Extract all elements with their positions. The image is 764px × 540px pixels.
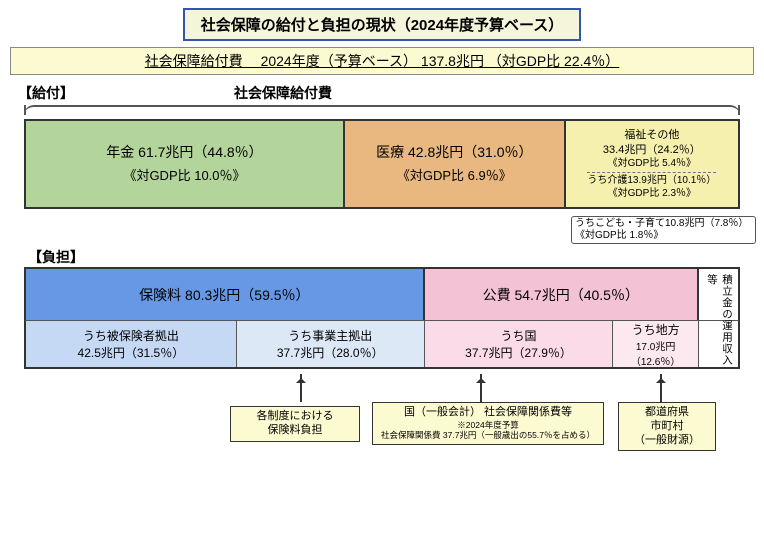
burden-sub-row: うち被保険者拠出 42.5兆円（31.5％） うち事業主拠出 37.7兆円（28… <box>24 321 740 369</box>
arrow-2 <box>480 374 482 402</box>
welfare-line5: 《対GDP比 2.3％》 <box>608 187 696 200</box>
callout-line2: 《対GDP比 1.8％》 <box>575 230 752 242</box>
benefit-medical: 医療 42.8兆円（31.0％） 《対GDP比 6.9％》 <box>345 121 566 207</box>
employer-l2: 37.7兆円（28.0％） <box>277 344 384 361</box>
page-title: 社会保障の給付と負担の現状（2024年度予算ベース） <box>183 8 582 41</box>
arrow-1 <box>300 374 302 402</box>
pension-line1: 年金 61.7兆円（44.8％） <box>106 143 262 161</box>
reserve-vertical-label: 積立金の運用収入等 <box>705 274 735 370</box>
note1-l2: 保険料負担 <box>237 424 353 438</box>
benefit-welfare: 福祉その他 33.4兆円（24.2％） 《対GDP比 5.4％》 うち介護13.… <box>566 121 738 207</box>
note-1: 各制度における 保険料負担 <box>230 406 360 442</box>
medical-line2: 《対GDP比 6.9％》 <box>397 168 512 185</box>
note3-l1: 都道府県 <box>625 406 709 420</box>
national-l2: 37.7兆円（27.9％） <box>465 344 572 361</box>
callout-line1: うちこども・子育て10.8兆円（7.8％） <box>575 218 752 230</box>
employer-l1: うち事業主拠出 <box>288 327 372 344</box>
welfare-line3: 《対GDP比 5.4％》 <box>608 157 696 170</box>
local-l3: （12.6％） <box>631 353 680 368</box>
welfare-line1: 福祉その他 <box>624 128 679 142</box>
local-l2: 17.0兆円 <box>636 338 675 353</box>
note1-l1: 各制度における <box>237 410 353 424</box>
note2-l3: 社会保障関係費 37.7兆円（一般歳出の55.7％を占める） <box>379 430 597 441</box>
note-2: 国（一般会計） 社会保障関係費等 ※2024年度予算 社会保障関係費 37.7兆… <box>372 402 604 445</box>
benefit-row: 年金 61.7兆円（44.8％） 《対GDP比 10.0％》 医療 42.8兆円… <box>24 119 740 209</box>
insurance-label: 保険料 80.3兆円（59.5％） <box>139 285 309 305</box>
national-l1: うち国 <box>501 327 537 344</box>
note3-l3: （一般財源） <box>625 434 709 448</box>
benefit-pension: 年金 61.7兆円（44.8％） 《対GDP比 10.0％》 <box>26 121 345 207</box>
burden-public: 公費 54.7兆円（40.5％） <box>425 269 699 320</box>
welfare-line2: 33.4兆円（24.2％） <box>603 143 701 157</box>
benefit-center-label: 社会保障給付費 <box>234 83 332 103</box>
insured-l2: 42.5兆円（31.5％） <box>78 344 185 361</box>
sub-insured: うち被保険者拠出 42.5兆円（31.5％） <box>26 321 237 367</box>
welfare-line4: うち介護13.9兆円（10.1％） <box>587 172 716 187</box>
benefit-section-label: 【給付】 <box>18 83 74 103</box>
benefit-header: 【給付】 社会保障給付費 <box>0 83 764 103</box>
note2-l1: 国（一般会計） 社会保障関係費等 <box>379 406 597 420</box>
welfare-callout: うちこども・子育て10.8兆円（7.8％） 《対GDP比 1.8％》 <box>568 216 756 244</box>
sub-employer: うち事業主拠出 37.7兆円（28.0％） <box>237 321 425 367</box>
note2-l2: ※2024年度予算 <box>379 420 597 431</box>
brace-top <box>24 105 740 119</box>
note3-l2: 市町村 <box>625 420 709 434</box>
burden-insurance: 保険料 80.3兆円（59.5％） <box>26 269 425 320</box>
local-l1: うち地方 <box>632 321 680 338</box>
public-label: 公費 54.7兆円（40.5％） <box>483 285 639 305</box>
pension-line2: 《対GDP比 10.0％》 <box>123 168 245 185</box>
burden-section-label: 【負担】 <box>28 247 764 267</box>
arrow-3 <box>660 374 662 402</box>
subtitle-bar: 社会保障給付費 2024年度（予算ベース） 137.8兆円 （対GDP比 22.… <box>10 47 754 75</box>
medical-line1: 医療 42.8兆円（31.0％） <box>376 143 532 161</box>
insured-l1: うち被保険者拠出 <box>83 327 179 344</box>
sub-local: うち地方 17.0兆円 （12.6％） <box>613 321 698 367</box>
burden-row: 保険料 80.3兆円（59.5％） 公費 54.7兆円（40.5％） <box>24 267 740 321</box>
note-3: 都道府県 市町村 （一般財源） <box>618 402 716 451</box>
sub-national: うち国 37.7兆円（27.9％） <box>425 321 614 367</box>
